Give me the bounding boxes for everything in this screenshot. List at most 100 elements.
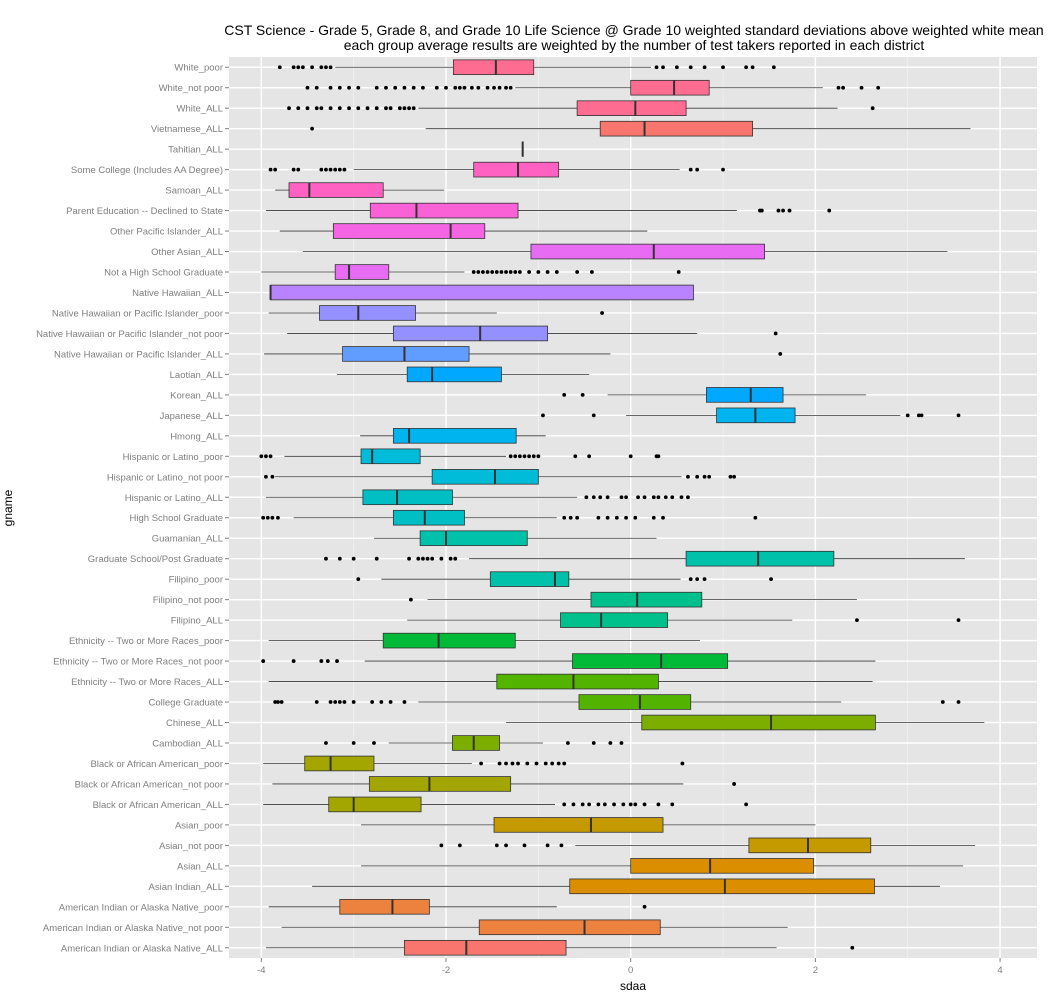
outlier-point — [324, 556, 328, 561]
outlier-point — [497, 761, 502, 766]
box-group — [305, 79, 881, 96]
outlier-point — [319, 106, 324, 111]
y-tick-labels: White_poor White_not poor White_ALL Vietnam… — [36, 63, 229, 954]
y-tick-label: Parent Education -- Declined to State — [66, 206, 223, 217]
outlier-point — [268, 167, 273, 172]
outlier-point — [562, 515, 567, 520]
outlier-point — [333, 167, 338, 172]
box-group — [324, 735, 624, 751]
y-tick-label: Japanese_ALL — [160, 411, 223, 422]
box-iqr — [342, 346, 470, 362]
box-group — [287, 100, 875, 116]
outlier-point — [591, 741, 596, 745]
y-tick-label: Hispanic or Latino_ALL — [125, 493, 223, 504]
box-group — [268, 305, 604, 321]
box-iqr — [431, 469, 539, 485]
box-group — [310, 120, 971, 137]
outlier-point — [661, 515, 665, 520]
outlier-point — [624, 495, 628, 500]
y-tick-label: Chinese_ALL — [166, 718, 223, 729]
box-group — [281, 919, 788, 936]
outlier-point — [541, 413, 545, 418]
box-iqr — [452, 735, 500, 751]
outlier-point — [314, 106, 319, 111]
outlier-point — [337, 167, 342, 172]
y-tick-label: Cambodian_ALL — [152, 738, 223, 749]
outlier-point — [550, 761, 555, 766]
outlier-point — [686, 495, 690, 500]
outlier-point — [778, 352, 783, 356]
outlier-point — [411, 106, 416, 111]
outlier-point — [439, 843, 444, 848]
box-iqr — [362, 489, 453, 506]
outlier-point — [688, 65, 693, 70]
y-tick-label: Filipino_poor — [169, 575, 223, 586]
outlier-point — [517, 454, 522, 459]
outlier-point — [787, 208, 792, 213]
box-group — [361, 817, 816, 833]
y-tick-label: Some College (Includes AA Degree) — [71, 165, 223, 176]
box-group — [265, 489, 690, 506]
outlier-point — [310, 126, 315, 131]
outlier-point — [261, 659, 266, 663]
outlier-point — [291, 659, 296, 663]
outlier-point — [628, 454, 633, 459]
box-group — [373, 530, 657, 546]
box-iqr — [328, 796, 422, 813]
outlier-point — [721, 65, 725, 70]
box-iqr — [288, 182, 384, 198]
chart-title: CST Science - Grade 5, Grade 8, and Grad… — [224, 22, 1043, 38]
box-group — [265, 939, 855, 956]
outlier-point — [656, 454, 661, 459]
box-iqr — [360, 448, 421, 465]
outlier-point — [513, 454, 518, 459]
outlier-point — [598, 495, 603, 500]
outlier-point — [580, 392, 585, 397]
outlier-point — [261, 515, 266, 520]
outlier-point — [279, 700, 284, 704]
outlier-point — [416, 556, 421, 561]
outlier-point — [773, 331, 778, 336]
outlier-point — [517, 270, 522, 274]
y-tick-label: Native Hawaiian or Pacific Islander_poor — [52, 308, 223, 319]
outlier-point — [702, 65, 707, 70]
outlier-point — [536, 270, 541, 274]
box-group — [279, 223, 648, 239]
box-group — [268, 632, 700, 649]
outlier-point — [728, 474, 733, 479]
outlier-point — [356, 577, 361, 582]
outlier-point — [855, 618, 859, 623]
outlier-point — [702, 577, 707, 582]
box-group — [268, 899, 647, 915]
outlier-point — [397, 106, 402, 111]
outlier-point — [651, 495, 656, 500]
outlier-point — [545, 270, 550, 274]
outlier-point — [571, 802, 576, 807]
x-tick-label: -4 — [257, 965, 265, 976]
outlier-point — [744, 65, 749, 70]
box-iqr — [339, 899, 430, 915]
box-iqr — [332, 223, 486, 239]
box-iqr — [382, 632, 516, 649]
box-iqr — [419, 530, 528, 546]
outlier-point — [333, 700, 338, 704]
outlier-point — [277, 65, 282, 70]
outlier-point — [324, 741, 328, 745]
box-iqr — [369, 202, 519, 219]
box-group — [439, 837, 976, 854]
y-tick-label: Asian_poor — [175, 820, 223, 831]
y-tick-label: White_not poor — [159, 83, 223, 94]
outlier-point — [619, 741, 624, 745]
outlier-point — [836, 85, 841, 90]
outlier-point — [402, 700, 407, 704]
outlier-point — [591, 495, 596, 500]
outlier-point — [439, 556, 444, 561]
outlier-point — [300, 65, 305, 70]
outlier-point — [633, 802, 638, 807]
box-iqr — [530, 243, 765, 260]
outlier-point — [259, 454, 264, 459]
outlier-point — [508, 270, 513, 274]
outlier-point — [305, 85, 310, 90]
outlier-point — [680, 761, 685, 766]
